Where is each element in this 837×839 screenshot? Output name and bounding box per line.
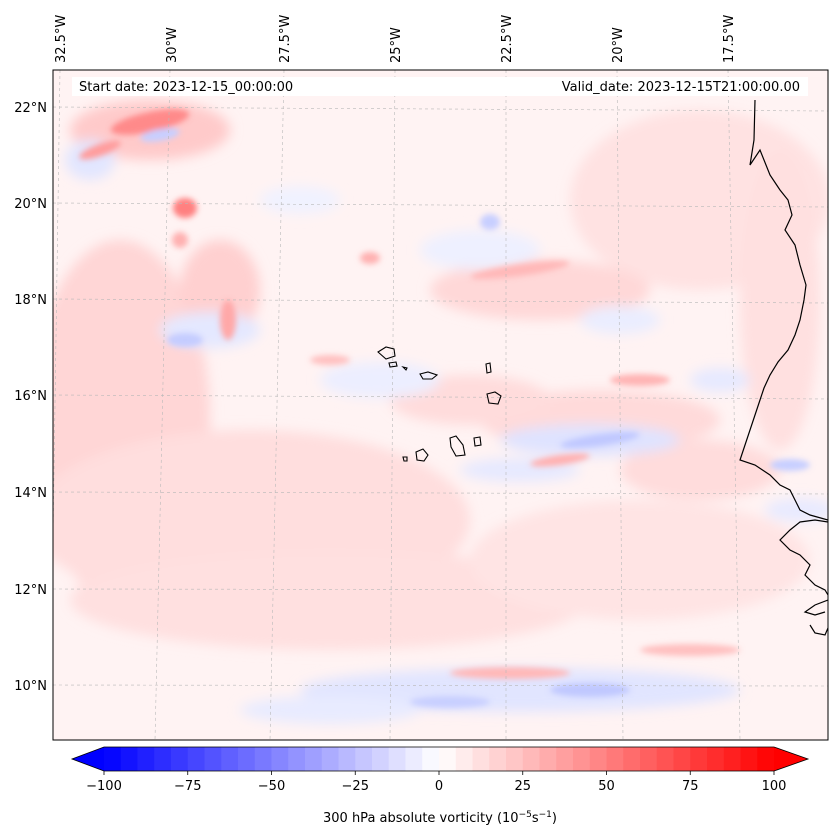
lon-label: 20°W	[611, 27, 626, 63]
valid-date-label: Valid_date: 2023-12-15T21:00:00.00	[562, 80, 800, 95]
colorbar-cell	[439, 747, 457, 771]
lon-label: 32.5°W	[54, 15, 69, 63]
colorbar-cell	[740, 747, 758, 771]
colorbar-tick-label: −50	[258, 779, 285, 794]
colorbar-cell	[489, 747, 507, 771]
lat-label: 14°N	[14, 486, 47, 501]
colorbar-cell	[723, 747, 742, 771]
colorbar-cell	[573, 747, 591, 771]
colorbar-cell	[321, 747, 340, 771]
colorbar-cell	[506, 747, 524, 771]
lon-label: 30°W	[165, 27, 180, 63]
colorbar-cell	[623, 747, 641, 771]
gridlines	[53, 70, 828, 740]
colorbar-cell	[171, 747, 189, 771]
colorbar-cell	[640, 747, 658, 771]
colorbar-cell	[673, 747, 691, 771]
colorbar-cell	[589, 747, 608, 771]
lat-label: 12°N	[14, 583, 47, 598]
lon-label: 22.5°W	[500, 15, 515, 63]
colorbar-cell	[472, 747, 490, 771]
lon-label: 25°W	[389, 27, 404, 63]
colorbar-label-prefix: 300 hPa absolute vorticity (10	[323, 811, 519, 826]
colorbar-low-extension	[72, 747, 104, 771]
colorbar-cell	[305, 747, 323, 771]
colorbar: −100 −75 −50 −25 0 25 50 75 100 300 hPa absolute…	[70, 746, 810, 826]
colorbar-cell	[288, 747, 306, 771]
colorbar-cell	[690, 747, 708, 771]
colorbar-tick-label: 75	[682, 779, 699, 794]
colorbar-cell	[187, 747, 206, 771]
colorbar-cell	[221, 747, 239, 771]
colorbar-label-mid: s	[532, 811, 539, 826]
colorbar-cell	[338, 747, 356, 771]
colorbar-high-extension	[774, 747, 808, 771]
cape-verde-islands	[377, 346, 502, 462]
colorbar-cell	[104, 747, 122, 771]
colorbar-cell	[455, 747, 474, 771]
colorbar-cell	[405, 747, 423, 771]
colorbar-cell	[238, 747, 256, 771]
colorbar-cell	[372, 747, 390, 771]
colorbar-cell	[355, 747, 373, 771]
map-frame	[52, 69, 829, 741]
start-date-label: Start date: 2023-12-15_00:00:00	[79, 80, 293, 95]
colorbar-tick-label: 0	[435, 779, 443, 794]
colorbar-cell	[522, 747, 541, 771]
colorbar-cell	[271, 747, 289, 771]
colorbar-tick-label: −25	[342, 779, 369, 794]
colorbar-cell	[656, 747, 675, 771]
header-background	[72, 77, 808, 96]
lat-label: 20°N	[14, 197, 47, 212]
colorbar-cell	[556, 747, 574, 771]
colorbar-label-exp2: −1	[539, 810, 552, 820]
colorbar-cell	[606, 747, 624, 771]
colorbar-label-exp1: −5	[519, 810, 532, 820]
colorbar-cell	[120, 747, 139, 771]
colorbar-tick-label: −75	[174, 779, 201, 794]
colorbar-label-suffix: )	[552, 811, 557, 826]
colorbar-cell	[204, 747, 222, 771]
colorbar-cell	[707, 747, 725, 771]
colorbar-tick-label: −100	[86, 779, 122, 794]
colorbar-ticks: −100 −75 −50 −25 0 25 50 75 100	[86, 771, 786, 794]
lat-label: 16°N	[14, 389, 47, 404]
colorbar-cells	[104, 747, 775, 771]
colorbar-tick-label: 50	[598, 779, 615, 794]
africa-coastline	[739, 99, 828, 521]
colorbar-cell	[388, 747, 407, 771]
colorbar-cell	[154, 747, 172, 771]
colorbar-cell	[422, 747, 440, 771]
colorbar-cell	[757, 747, 775, 771]
colorbar-tick-label: 100	[762, 779, 787, 794]
colorbar-tick-label: 25	[514, 779, 531, 794]
lat-label: 10°N	[14, 679, 47, 694]
lon-label: 27.5°W	[278, 15, 293, 63]
africa-coastline-south	[779, 519, 828, 636]
colorbar-cell	[137, 747, 155, 771]
colorbar-cell	[539, 747, 557, 771]
colorbar-label: 300 hPa absolute vorticity (10−5s−1)	[323, 810, 557, 826]
lat-label: 18°N	[14, 293, 47, 308]
vorticity-field	[53, 70, 828, 740]
colorbar-cell	[254, 747, 273, 771]
lon-label: 17.5°W	[722, 15, 737, 63]
latitude-labels: 22°N 20°N 18°N 16°N 14°N 12°N 10°N	[14, 101, 47, 694]
longitude-labels: 32.5°W 30°W 27.5°W 25°W 22.5°W 20°W 17.5…	[54, 15, 737, 63]
lat-label: 22°N	[14, 101, 47, 116]
